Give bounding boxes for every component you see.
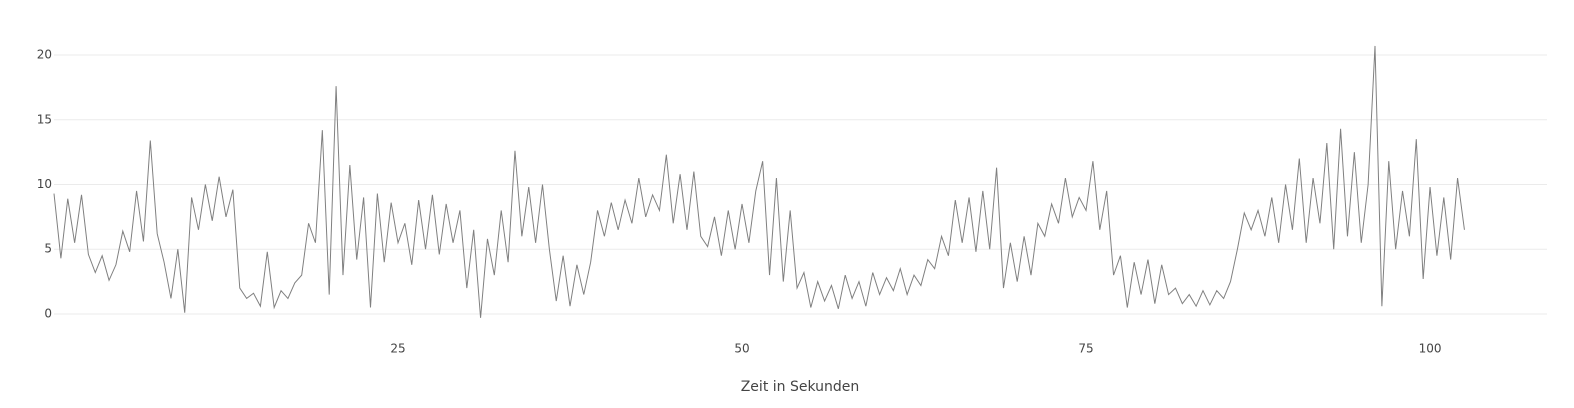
x-tick-label: 75 — [1078, 342, 1093, 356]
data-line — [53, 45, 1465, 318]
y-tick-label: 0 — [44, 306, 52, 320]
y-tick-label: 10 — [37, 177, 52, 191]
y-tick-label: 5 — [44, 242, 52, 256]
y-tick-label: 15 — [37, 112, 52, 126]
x-tick-label: 50 — [734, 342, 749, 356]
y-tick-label: 20 — [37, 48, 52, 62]
x-axis-label: Zeit in Sekunden — [741, 379, 860, 395]
x-tick-label: 25 — [390, 342, 405, 356]
x-tick-label: 100 — [1419, 342, 1442, 356]
